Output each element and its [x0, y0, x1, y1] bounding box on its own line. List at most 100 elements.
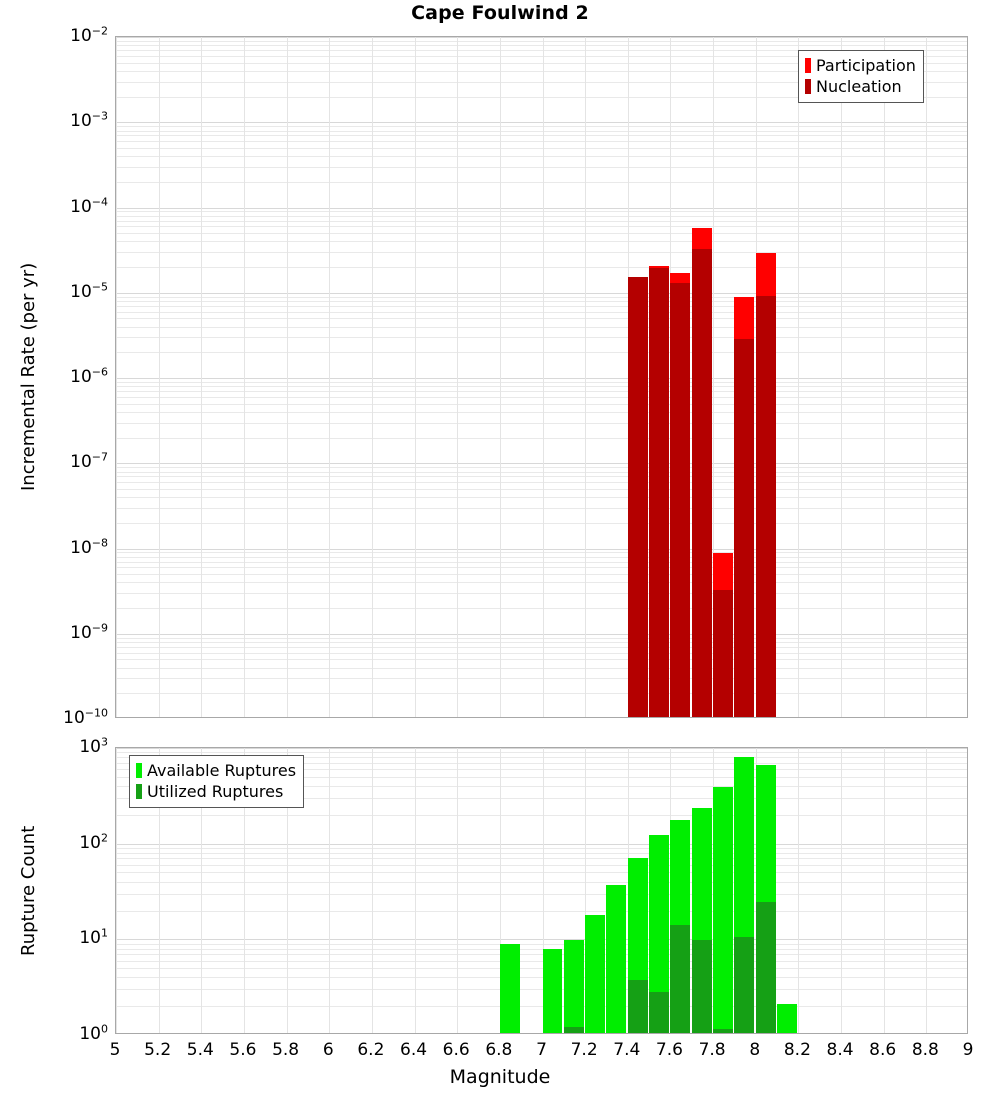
gridline	[116, 381, 967, 383]
gridline	[116, 326, 967, 328]
y-tick-label: 10−6	[70, 365, 108, 387]
gridline	[116, 220, 967, 222]
legend-swatch-icon	[136, 784, 142, 800]
gridline	[116, 552, 967, 554]
bar-segment	[713, 589, 733, 717]
gridline	[116, 296, 967, 298]
gridline-vertical	[286, 748, 288, 1033]
y-tick-label: 102	[79, 831, 108, 853]
legend-item: Nucleation	[805, 76, 916, 97]
gridline	[116, 422, 967, 424]
gridline	[116, 748, 967, 749]
bar-segment	[563, 940, 584, 1033]
gridline	[116, 135, 967, 137]
gridline-vertical	[329, 748, 331, 1033]
legend-swatch-icon	[136, 763, 142, 779]
gridline	[116, 437, 967, 439]
bar	[691, 37, 712, 717]
gridline	[116, 954, 967, 956]
y-tick-label: 10−8	[70, 535, 108, 558]
y-tick-label: 10−7	[70, 450, 108, 473]
gridline-vertical	[585, 748, 587, 1033]
gridline	[116, 556, 967, 558]
gridline	[116, 55, 967, 57]
gridline-vertical	[243, 37, 245, 717]
gridline	[116, 814, 967, 816]
gridline	[116, 141, 967, 143]
gridline	[116, 1006, 967, 1008]
gridline	[116, 50, 967, 52]
gridline	[116, 37, 967, 38]
legend-label: Participation	[816, 56, 916, 75]
gridline	[116, 852, 967, 854]
gridline	[116, 762, 967, 764]
gridline	[116, 939, 967, 941]
bar-segment	[649, 267, 669, 717]
gridline	[116, 292, 967, 294]
gridline	[116, 848, 967, 850]
gridline	[116, 864, 967, 866]
gridline	[116, 352, 967, 354]
gridline	[116, 411, 967, 413]
gridline	[116, 642, 967, 643]
gridline	[116, 396, 967, 398]
gridline	[116, 548, 967, 550]
x-tick-label: 7	[536, 1040, 547, 1060]
x-tick-label: 6.6	[442, 1040, 470, 1060]
legend-swatch-icon	[805, 79, 811, 95]
bar-segment	[606, 885, 627, 1033]
gridline	[116, 130, 967, 132]
gridline-vertical	[798, 37, 800, 717]
x-axis-label: Magnitude	[449, 1066, 551, 1088]
gridline	[116, 608, 967, 610]
y-tick-label: 10−9	[70, 621, 108, 643]
gridline	[116, 593, 967, 595]
gridline-vertical	[116, 748, 117, 1033]
gridline	[116, 226, 967, 228]
gridline	[116, 798, 967, 800]
gridline	[116, 667, 967, 669]
gridline-vertical	[499, 37, 501, 717]
gridline	[116, 633, 967, 635]
gridline	[116, 476, 967, 478]
gridline	[116, 301, 967, 302]
gridline-vertical	[286, 37, 288, 717]
gridline	[116, 122, 967, 124]
y-tick-label: 10−10	[63, 706, 108, 728]
gridline	[116, 948, 967, 950]
bar-segment	[691, 939, 712, 1033]
gridline	[116, 62, 967, 64]
bar	[563, 748, 584, 1033]
gridline	[116, 207, 967, 209]
legend-swatch-icon	[805, 58, 811, 74]
bar	[777, 748, 797, 1033]
gridline	[116, 378, 967, 379]
gridline	[116, 386, 967, 388]
y-tick-label: 103	[79, 735, 108, 757]
bar	[713, 748, 733, 1033]
x-tick-label: 9	[962, 1040, 974, 1060]
x-tick-label: 7.8	[698, 1040, 726, 1060]
gridline-vertical	[414, 37, 416, 717]
bar-segment	[649, 834, 669, 1033]
gridline	[116, 81, 967, 83]
bar-segment	[499, 944, 520, 1033]
gridline	[116, 567, 967, 569]
bar	[734, 37, 755, 717]
gridline	[116, 45, 967, 47]
bar-segment	[542, 948, 563, 1033]
gridline	[116, 659, 967, 661]
legend-item: Participation	[805, 55, 916, 76]
legend-item: Utilized Ruptures	[136, 781, 296, 802]
gridline	[116, 147, 967, 149]
bar	[649, 748, 669, 1033]
bar-segment	[713, 787, 733, 1033]
gridline-vertical	[883, 748, 885, 1033]
gridline	[116, 881, 967, 883]
x-tick-label: 6.2	[357, 1040, 385, 1060]
top-legend: Participation Nucleation	[798, 50, 924, 104]
gridline	[116, 507, 967, 509]
gridline	[116, 872, 967, 874]
y-tick-label: 10−2	[70, 24, 108, 46]
